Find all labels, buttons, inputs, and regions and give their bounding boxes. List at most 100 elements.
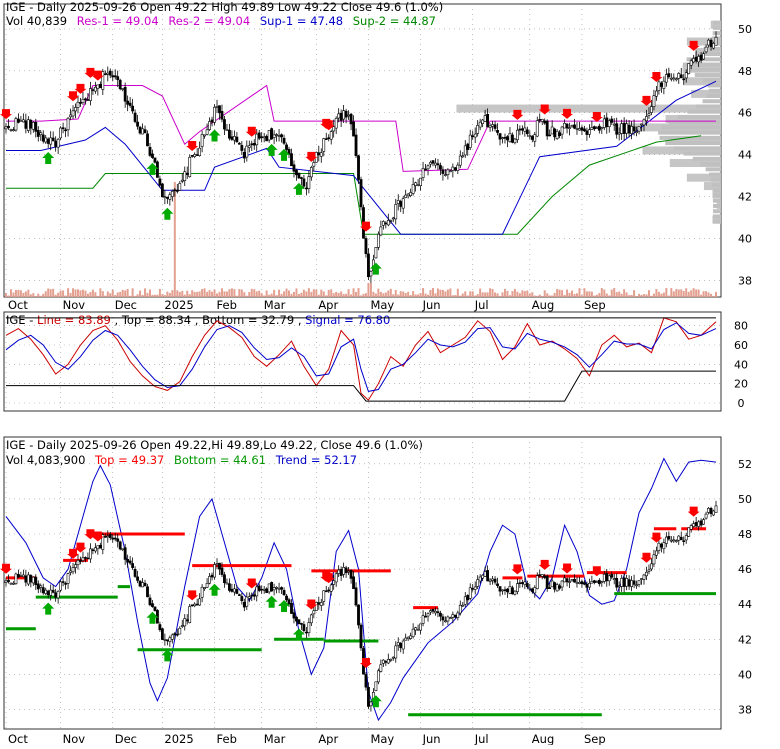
volume-bar: [27, 289, 30, 297]
volume-bar: [444, 291, 447, 297]
volume-bar: [280, 293, 283, 297]
price-candle: [228, 583, 231, 591]
volume-bar: [158, 288, 161, 297]
volume-bar: [238, 289, 241, 297]
price-candle: [215, 563, 219, 566]
oscillator-bottom-line: [6, 370, 716, 402]
price-candle: [210, 119, 214, 123]
price-candle: [379, 664, 383, 672]
price-candle: [592, 580, 596, 583]
price-candle: [295, 169, 298, 176]
volume-profile-bar: [692, 156, 721, 161]
price-candle: [406, 636, 410, 639]
price-candle: [250, 594, 254, 597]
price-candle: [401, 640, 405, 650]
price-candle: [267, 130, 271, 141]
price-candle: [605, 573, 609, 582]
volume-bar: [131, 288, 134, 297]
price-candle: [148, 597, 152, 606]
price-candle: [627, 579, 631, 587]
price-candle: [466, 595, 470, 601]
price-candle: [158, 178, 162, 186]
price-candle: [282, 590, 286, 596]
volume-bar: [407, 291, 410, 297]
price-candle: [344, 110, 348, 118]
price-candle: [190, 155, 194, 157]
volume-bar: [454, 295, 457, 297]
price-y-tick-label: 38: [738, 274, 752, 287]
price-candle: [414, 627, 418, 631]
volume-profile-bar: [658, 130, 721, 135]
trend-x-tick-label: Aug: [532, 732, 554, 745]
price-x-tick-label: Sep: [584, 298, 606, 312]
price-candle: [652, 554, 656, 565]
price-candle: [208, 576, 211, 584]
price-candle: [242, 151, 246, 159]
price-y-tick-label: 40: [738, 232, 752, 245]
price-candle: [471, 135, 475, 138]
price-candle: [252, 594, 256, 597]
volume-bar: [593, 295, 596, 297]
volume-bar: [129, 295, 132, 297]
volume-bar: [64, 295, 67, 297]
price-candle: [334, 573, 338, 583]
price-volume-bars: [5, 182, 717, 297]
price-x-tick-label: Jun: [422, 298, 441, 312]
volume-bar: [436, 288, 439, 297]
volume-profile-bar: [706, 93, 721, 98]
sell-arrow: [640, 552, 653, 563]
price-candle: [64, 583, 67, 585]
price-candle: [17, 118, 20, 123]
price-candle: [143, 129, 147, 134]
chart-marks: 50 48 46 44 42 40 38 Oct Oct Nov Nov Dec Dec 2025 2025…: [0, 4, 752, 746]
sell-arrow: [322, 573, 335, 584]
volume-bar: [372, 291, 375, 297]
price-candle: [461, 155, 465, 158]
volume-bar: [481, 292, 484, 297]
price-candle: [411, 628, 415, 638]
volume-bar: [496, 293, 499, 297]
price-candle: [170, 190, 174, 197]
price-candle: [558, 132, 562, 137]
price-candle: [185, 619, 189, 622]
volume-bar: [178, 291, 181, 297]
price-candle: [111, 537, 115, 540]
res-line: [6, 84, 716, 172]
price-candle: [59, 581, 63, 591]
volume-bar: [384, 292, 387, 297]
volume-bar: [42, 293, 45, 297]
volume-bar: [188, 294, 191, 297]
price-candle: [270, 128, 274, 140]
price-candle: [493, 578, 497, 583]
trend-panel-title: IGE - Daily 2025-09-26 Open 49.22,Hi 49.…: [6, 438, 423, 452]
price-candle: [282, 137, 286, 144]
price-candle: [21, 119, 25, 123]
buy-arrow: [146, 162, 159, 175]
volume-bar: [630, 294, 633, 297]
price-candle: [555, 584, 559, 592]
price-candle: [508, 133, 512, 142]
volume-bar: [292, 291, 295, 297]
price-candle: [96, 84, 100, 89]
volume-bar: [22, 292, 25, 297]
price-candle: [312, 162, 316, 167]
price-candle: [376, 233, 380, 248]
volume-bar: [201, 289, 204, 297]
volume-bar: [568, 292, 571, 297]
volume-bar: [283, 291, 286, 297]
volume-bar: [203, 288, 206, 297]
price-candle: [36, 583, 40, 590]
volume-bar: [91, 289, 94, 297]
volume-bar: [389, 288, 392, 297]
price-candle: [694, 522, 698, 527]
price-candle: [674, 540, 678, 542]
price-candle: [19, 119, 23, 122]
price-candle: [290, 153, 293, 167]
price-candle: [287, 599, 291, 605]
volume-profile-bar: [682, 62, 721, 67]
volume-bar: [628, 295, 631, 297]
price-candle: [309, 614, 313, 624]
price-candle: [446, 616, 450, 622]
trend-panel: IGE - Daily 2025-09-26 Open 49.22,Hi 49.…: [3, 436, 722, 730]
volume-bar: [446, 289, 449, 297]
